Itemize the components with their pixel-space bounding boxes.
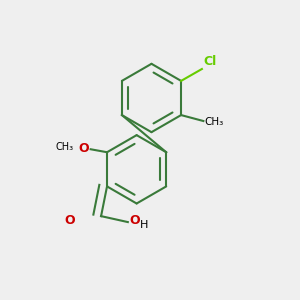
Text: O: O — [79, 142, 89, 155]
Text: CH₃: CH₃ — [205, 117, 224, 127]
Text: O: O — [129, 214, 140, 227]
Text: H: H — [140, 220, 148, 230]
Text: O: O — [64, 214, 75, 227]
Text: Cl: Cl — [203, 55, 217, 68]
Text: CH₃: CH₃ — [56, 142, 74, 152]
